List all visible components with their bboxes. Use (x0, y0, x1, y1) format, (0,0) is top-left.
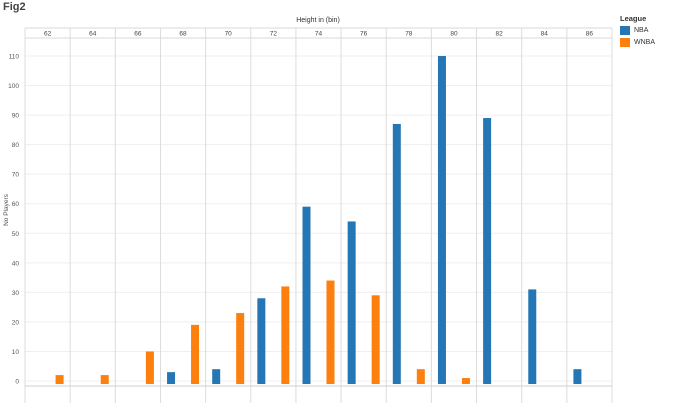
bar-nba-68 (167, 372, 176, 384)
y-tick-label: 90 (12, 113, 20, 120)
x-axis-title: Height in (bin) (296, 17, 340, 24)
legend-item-nba[interactable]: NBA (620, 26, 655, 35)
bar-wnba-80 (461, 378, 470, 384)
y-tick-label: 110 (9, 54, 20, 61)
bar-nba-80 (437, 56, 446, 384)
legend-swatch-wnba (620, 38, 630, 47)
bar-nba-84 (528, 289, 537, 384)
legend-title: League (620, 14, 647, 23)
x-tick-label: 66 (134, 31, 142, 38)
y-tick-label: 40 (12, 260, 20, 267)
figure-title: Fig2 (3, 1, 26, 13)
x-tick-label: 82 (495, 31, 503, 38)
x-tick-label: 84 (541, 31, 549, 38)
y-tick-label: 20 (12, 319, 20, 326)
bar-wnba-74 (326, 280, 335, 384)
legend-swatch-nba (620, 26, 630, 35)
legend-label-nba: NBA (634, 27, 649, 34)
bar-nba-78 (392, 123, 401, 385)
y-axis-title: No Players (3, 193, 10, 226)
bar-wnba-66 (145, 351, 154, 384)
x-tick-label: 80 (450, 31, 458, 38)
x-tick-label: 70 (225, 31, 233, 38)
bar-wnba-70 (236, 313, 245, 384)
bar-nba-86 (573, 369, 582, 384)
bar-nba-70 (212, 369, 221, 384)
y-tick-label: 100 (8, 83, 19, 90)
x-tick-label: 62 (44, 31, 52, 38)
y-tick-label: 70 (12, 172, 20, 179)
x-tick-label: 64 (89, 31, 97, 38)
x-tick-label: 76 (360, 31, 368, 38)
x-tick-label: 86 (586, 31, 594, 38)
bar-nba-74 (302, 206, 311, 384)
bar-wnba-62 (55, 375, 64, 384)
y-tick-label: 80 (12, 142, 20, 149)
legend-label-wnba: WNBA (634, 39, 655, 46)
bar-wnba-68 (191, 324, 200, 384)
bar-wnba-64 (100, 375, 109, 384)
y-tick-label: 30 (12, 290, 20, 297)
bar-nba-76 (347, 221, 356, 384)
legend-item-wnba[interactable]: WNBA (620, 38, 655, 47)
bar-wnba-76 (371, 295, 380, 384)
x-tick-label: 78 (405, 31, 413, 38)
bar-wnba-78 (416, 369, 425, 384)
x-tick-label: 68 (179, 31, 187, 38)
y-tick-label: 50 (12, 231, 20, 238)
x-tick-label: 72 (270, 31, 278, 38)
legend: League NBA WNBA (620, 14, 655, 50)
plot-area: 0 10 20 30 40 50 60 70 80 90 100 110 62 64 66 68 70 72 74 7… (8, 27, 613, 403)
y-tick-label: 0 (15, 379, 19, 386)
x-tick-label: 74 (315, 31, 323, 38)
y-tick-label: 10 (12, 349, 20, 356)
bar-wnba-72 (281, 286, 290, 384)
bar-nba-82 (483, 118, 492, 384)
y-tick-label: 60 (12, 201, 20, 208)
bar-nba-72 (257, 298, 266, 384)
